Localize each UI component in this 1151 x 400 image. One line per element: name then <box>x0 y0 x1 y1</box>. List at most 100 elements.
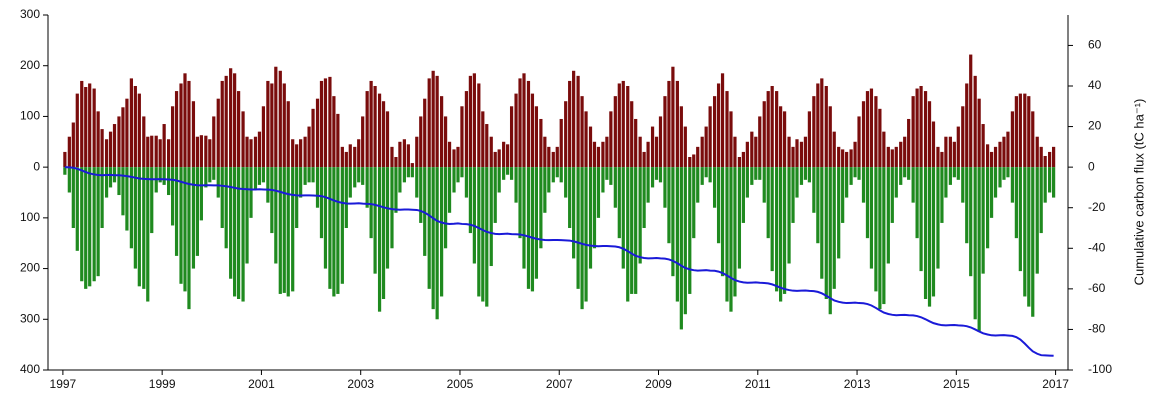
bar <box>642 151 646 168</box>
bar <box>477 167 481 297</box>
bar <box>605 167 609 180</box>
bar <box>506 144 510 168</box>
bar <box>865 167 870 239</box>
bar <box>249 139 253 168</box>
bar <box>468 75 473 168</box>
bar <box>642 167 646 228</box>
bar <box>385 167 390 269</box>
bar <box>588 167 593 269</box>
bar <box>1006 131 1010 168</box>
bar <box>295 167 299 228</box>
bar <box>948 167 952 185</box>
y2-tick-label: 40 <box>1088 78 1102 92</box>
bar <box>936 167 940 269</box>
bar <box>903 167 907 178</box>
bar <box>601 141 605 168</box>
bar <box>956 126 960 168</box>
bar <box>683 167 687 315</box>
bar <box>609 167 613 185</box>
bar <box>452 167 456 193</box>
bar <box>812 167 816 213</box>
line <box>64 166 1054 357</box>
bar <box>758 116 762 168</box>
bar <box>447 167 452 213</box>
bar <box>373 167 377 274</box>
bar <box>584 167 588 302</box>
y-tick-label: 400 <box>20 362 40 376</box>
bar <box>489 136 493 168</box>
bar <box>580 96 584 168</box>
bar <box>894 167 898 198</box>
bar <box>365 167 369 208</box>
bar <box>530 93 535 168</box>
bar <box>708 106 712 168</box>
bar <box>716 83 721 168</box>
bar <box>837 146 841 168</box>
bar <box>998 167 1002 188</box>
bar <box>985 144 990 168</box>
bar <box>253 167 258 190</box>
bar <box>580 167 584 310</box>
bar <box>419 167 423 223</box>
bar <box>456 167 460 183</box>
bar <box>952 141 956 168</box>
bar <box>543 136 547 168</box>
bar <box>650 167 655 188</box>
bar <box>224 167 228 249</box>
bar <box>923 167 928 299</box>
bar <box>497 167 501 193</box>
bar <box>489 167 493 267</box>
bar <box>782 111 787 168</box>
bar <box>584 111 588 168</box>
bar <box>170 106 175 168</box>
bar <box>415 136 419 168</box>
bar <box>431 70 435 168</box>
bar <box>762 167 766 203</box>
bar <box>812 96 816 168</box>
bar <box>319 167 324 239</box>
bar <box>92 88 96 168</box>
bar <box>84 167 88 289</box>
bar <box>104 167 109 198</box>
bar <box>654 167 659 180</box>
bar <box>108 167 113 188</box>
bar <box>125 98 129 168</box>
bar <box>782 167 787 294</box>
bar <box>1039 146 1043 168</box>
bar <box>969 54 973 168</box>
bar <box>956 167 960 180</box>
bar <box>187 80 191 168</box>
bar <box>568 167 572 228</box>
bar <box>526 167 531 289</box>
bar <box>274 167 278 264</box>
bar <box>564 101 568 168</box>
x-tick-label: 1997 <box>50 377 77 391</box>
bar <box>692 167 696 239</box>
bar <box>1043 155 1047 168</box>
bar <box>88 83 92 168</box>
bar <box>775 167 779 292</box>
bar <box>402 167 406 183</box>
bar <box>865 91 870 168</box>
bar <box>518 167 522 239</box>
bar <box>121 107 125 168</box>
bar <box>973 75 977 168</box>
bar <box>518 78 522 168</box>
bar <box>100 129 104 168</box>
bar <box>233 73 237 168</box>
bar <box>216 167 220 198</box>
bar <box>592 141 597 168</box>
bar <box>443 116 448 168</box>
y2-tick-label: -100 <box>1088 362 1112 376</box>
bar <box>191 101 196 168</box>
bar <box>390 167 394 249</box>
bar <box>266 80 270 168</box>
bar <box>381 101 386 168</box>
bar <box>435 167 439 320</box>
bar <box>559 167 563 183</box>
bar <box>361 116 365 168</box>
bar <box>315 167 320 208</box>
bar <box>820 78 824 168</box>
bar <box>291 139 295 168</box>
